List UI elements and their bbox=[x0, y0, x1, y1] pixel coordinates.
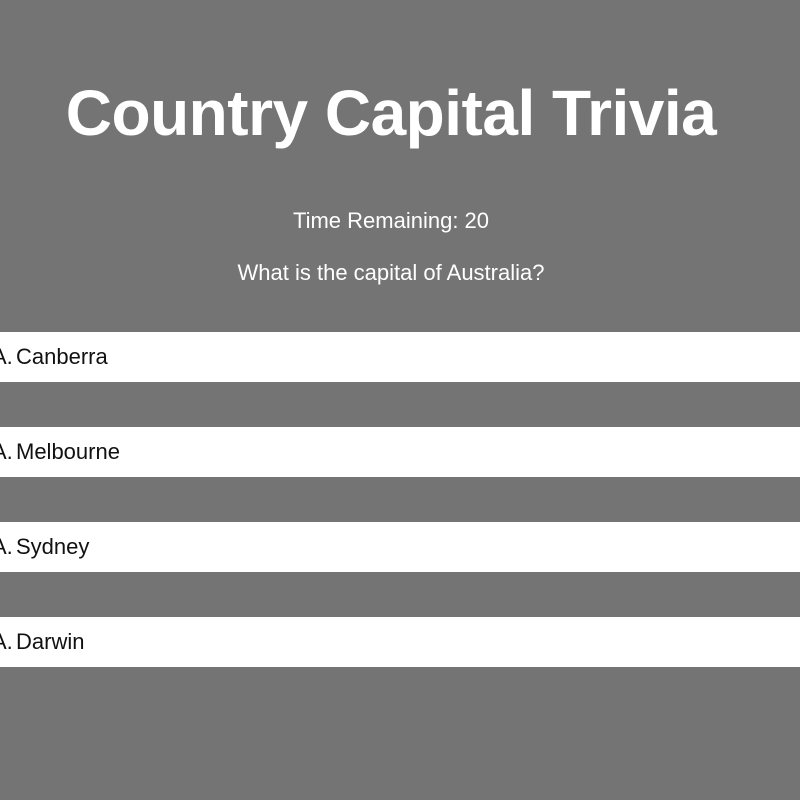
time-remaining: Time Remaining: 20 bbox=[292, 208, 490, 233]
answer-letter: A. bbox=[0, 439, 13, 464]
answer-letter: A. bbox=[0, 534, 13, 559]
answer-list: A. Canberra A. Melbourne A. Sydney A. Da… bbox=[0, 332, 800, 712]
answer-label: Sydney bbox=[16, 534, 90, 559]
page-title: Country Capital Trivia bbox=[65, 77, 717, 149]
answer-letter: A. bbox=[0, 629, 13, 654]
answer-label: Darwin bbox=[16, 629, 85, 654]
answer-option-sydney[interactable]: A. Sydney bbox=[0, 522, 800, 572]
answer-label: Canberra bbox=[16, 344, 108, 369]
question-text: What is the capital of Australia? bbox=[237, 260, 545, 285]
answer-option-darwin[interactable]: A. Darwin bbox=[0, 617, 800, 667]
answer-label: Melbourne bbox=[16, 439, 120, 464]
answer-option-canberra[interactable]: A. Canberra bbox=[0, 332, 800, 382]
answer-option-melbourne[interactable]: A. Melbourne bbox=[0, 427, 800, 477]
answer-letter: A. bbox=[0, 344, 13, 369]
